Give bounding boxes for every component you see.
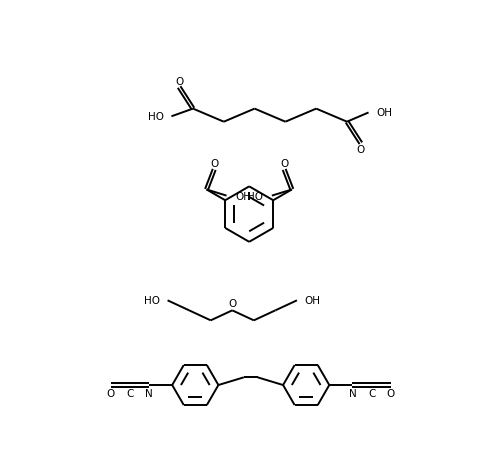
- Text: OH: OH: [305, 296, 320, 306]
- Text: O: O: [107, 388, 115, 398]
- Text: O: O: [356, 145, 365, 155]
- Text: O: O: [210, 159, 218, 169]
- Text: HO: HO: [144, 296, 160, 306]
- Text: OH: OH: [376, 108, 392, 118]
- Text: O: O: [387, 388, 395, 398]
- Text: O: O: [280, 159, 288, 169]
- Text: OH: OH: [235, 191, 251, 201]
- Text: O: O: [228, 299, 236, 309]
- Text: N: N: [145, 388, 153, 398]
- Text: N: N: [349, 388, 356, 398]
- Text: HO: HO: [247, 191, 263, 201]
- Text: C: C: [368, 388, 375, 398]
- Text: HO: HO: [148, 112, 164, 122]
- Text: C: C: [126, 388, 133, 398]
- Text: O: O: [175, 77, 183, 87]
